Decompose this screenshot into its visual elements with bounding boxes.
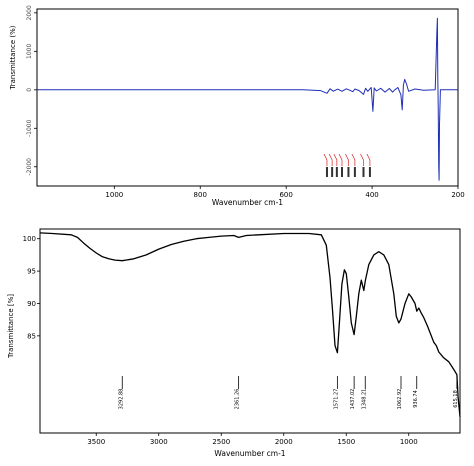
- series-line: [37, 17, 458, 181]
- y-tick-label: 0: [26, 88, 33, 92]
- peak-label-mark: [331, 167, 334, 177]
- x-tick-label: 800: [194, 191, 207, 199]
- x-tick-label: 400: [365, 191, 378, 199]
- peak-label-mark: [335, 167, 338, 177]
- peak-label-mark: [362, 167, 365, 177]
- x-tick-label: 2500: [212, 438, 230, 446]
- x-tick-label: 600: [279, 191, 292, 199]
- peak-marker: [323, 153, 328, 166]
- y-tick-label: -1000: [26, 119, 33, 137]
- x-tick-label: 1000: [400, 438, 418, 446]
- x-tick-label: 1500: [337, 438, 355, 446]
- peak-label: 3292.88: [118, 389, 124, 410]
- y-tick-label: 85: [27, 332, 36, 340]
- peak-label: 2361.26: [235, 389, 241, 410]
- x-axis-label: Wavenumber cm-1: [214, 449, 285, 458]
- x-axis-label: Wavenumber cm-1: [212, 198, 283, 207]
- x-tick-label: 200: [451, 191, 464, 199]
- y-axis-label: Transmittance [%]: [7, 294, 15, 359]
- y-tick-label: 2000: [26, 5, 33, 20]
- peak-marker: [328, 153, 333, 166]
- peak-marker: [366, 153, 371, 166]
- y-tick-label: 90: [27, 300, 36, 308]
- peak-marker: [338, 153, 343, 166]
- peak-label: 1348.21: [361, 389, 367, 410]
- y-axis-label: Transmittance (%): [9, 25, 17, 90]
- peak-label: 936.74: [413, 390, 419, 408]
- chart-top: 1000 800 600 400 200 2000 1000 0 -1000 -2000 Waven…: [9, 5, 465, 207]
- x-tick-label: 3000: [150, 438, 168, 446]
- y-tick-label: 100: [23, 235, 36, 243]
- x-tick-label: 1000: [105, 191, 123, 199]
- peak-label-mark: [325, 167, 328, 177]
- y-tick-label: -2000: [26, 158, 33, 176]
- y-tick-label: 95: [27, 268, 36, 276]
- peak-label-mark: [368, 167, 371, 177]
- peak-label-mark: [347, 167, 350, 177]
- peak-marker: [360, 153, 364, 166]
- peak-marker: [345, 153, 349, 166]
- plot-frame: [36, 8, 459, 187]
- peak-label: 615.18: [453, 390, 459, 408]
- peak-marker: [333, 153, 338, 166]
- series-line: [39, 232, 461, 417]
- x-tick-label: 3500: [87, 438, 105, 446]
- peak-label: 1062.92: [397, 389, 403, 410]
- plot-frame: [39, 228, 461, 434]
- peak-label-mark: [353, 167, 356, 177]
- peak-label: 1571.27: [333, 389, 339, 410]
- peak-marker: [351, 153, 356, 166]
- peak-label-mark: [341, 167, 344, 177]
- x-tick-label: 2000: [275, 438, 293, 446]
- peak-label: 1437.02: [350, 389, 356, 410]
- chart-bottom: 3500 3000 2500 2000 1500 1000 100 95 90 85 Wavenum…: [7, 228, 461, 458]
- y-tick-label: 1000: [26, 44, 33, 59]
